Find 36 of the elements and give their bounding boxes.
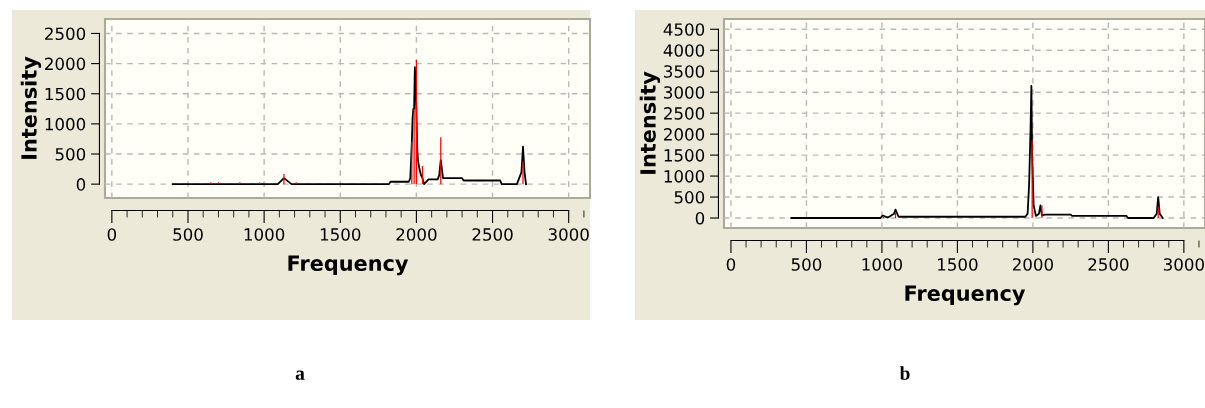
y-tick-label: 2000 bbox=[664, 128, 705, 141]
x-tick-label: 3000 bbox=[548, 228, 589, 241]
y-axis-title: Intensity bbox=[20, 56, 42, 159]
text: a bbox=[295, 370, 305, 380]
text: b bbox=[899, 366, 910, 380]
y-tick-label: 0 bbox=[76, 178, 86, 191]
x-tick-label: 1500 bbox=[320, 228, 361, 241]
y-tick-label: 2500 bbox=[664, 107, 705, 120]
x-tick-label: 1000 bbox=[862, 258, 903, 271]
y-tick-label: 4000 bbox=[663, 44, 705, 57]
y-tick-label: 1000 bbox=[664, 170, 705, 183]
y-tick-label: 3500 bbox=[664, 65, 705, 78]
y-tick-label: 1500 bbox=[664, 149, 705, 162]
y-tick-label: 0 bbox=[695, 211, 705, 225]
y-tick-label: 500 bbox=[674, 191, 705, 204]
x-tick-label: 3000 bbox=[1163, 258, 1204, 271]
x-tick-label: 2000 bbox=[1012, 258, 1053, 271]
x-tick-label: 2500 bbox=[1088, 258, 1129, 271]
y-tick-label: 4500 bbox=[663, 23, 705, 36]
x-axis-title: Frequency bbox=[288, 255, 409, 276]
y-tick-label: 1000 bbox=[45, 117, 86, 131]
y-tick-label: 500 bbox=[55, 147, 86, 161]
x-tick-label: 2500 bbox=[472, 228, 513, 241]
y-tick-label: 1500 bbox=[45, 87, 86, 101]
x-tick-label: 500 bbox=[173, 228, 203, 241]
x-tick-label: 1000 bbox=[244, 228, 285, 241]
x-tick-label: 2000 bbox=[396, 228, 437, 241]
y-tick-label: 2500 bbox=[45, 27, 86, 41]
x-tick-label: 0 bbox=[726, 258, 736, 271]
y-tick-label: 3000 bbox=[664, 86, 705, 99]
y-axis-title: Intensity bbox=[639, 71, 661, 174]
x-axis-title: Frequency bbox=[905, 285, 1026, 306]
x-tick-label: 1500 bbox=[938, 258, 978, 271]
x-tick-label: 500 bbox=[791, 258, 822, 271]
x-tick-label: 0 bbox=[107, 228, 117, 241]
y-tick-label: 2000 bbox=[45, 57, 86, 71]
